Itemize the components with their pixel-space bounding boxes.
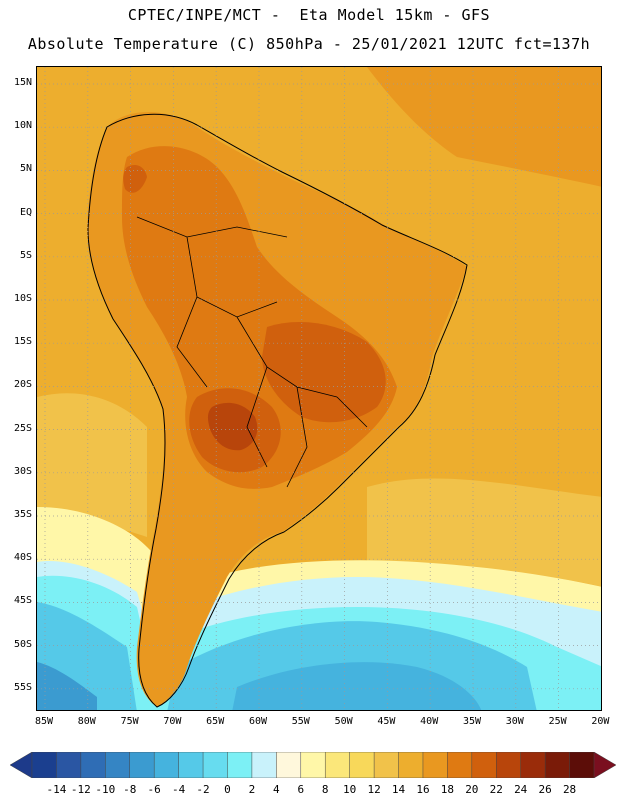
temperature-field [37,67,601,710]
colorbar-tick-label: 18 [440,783,455,796]
colorbar-over-arrow [593,752,616,778]
lon-label: 50W [334,716,353,727]
colorbar-tick-label: 10 [343,783,357,796]
colorbar-cell [251,752,277,778]
colorbar-cell [153,752,180,778]
lat-label: 25S [13,422,32,434]
lon-label: 30W [505,716,524,727]
colorbar-tick-label: 0 [224,783,231,796]
lon-label: 75W [120,716,139,727]
colorbar-tick-label: 22 [489,783,503,796]
lon-label: 20W [591,716,610,727]
lat-label: 10S [13,293,32,304]
colorbar-cell [276,752,302,778]
lat-label: 20S [13,379,32,391]
lon-label: 60W [248,716,268,727]
lat-label: 5N [19,163,32,175]
lat-label: 5S [19,249,32,261]
colorbar-tick-label: -14 [46,783,67,796]
lat-label: 45S [13,595,32,607]
lat-label: 10N [13,120,32,132]
lon-label: 45W [377,716,396,727]
coldest-patch [232,662,482,710]
lat-label: 30S [13,465,32,477]
colorbar-cell [398,752,424,778]
colorbar-tick-label: -10 [95,783,116,796]
lat-label: 50S [13,638,32,650]
colorbar-cell [178,752,204,778]
coastline [87,113,468,708]
lon-label: 35W [462,716,482,727]
lon-label: 40W [420,716,439,727]
colorbar-tick-label: 8 [321,783,329,796]
colorbar-tick-label: 20 [465,783,479,796]
temperature-map [36,66,602,711]
colorbar-tick-label: -6 [147,783,161,796]
colorbar-cell [422,752,448,778]
pacific-mid-band [37,393,147,537]
colorbar [10,752,616,778]
lat-label: 15S [13,336,32,348]
north-atlantic-warm-band [367,67,601,187]
lon-label: 80W [77,716,96,727]
colorbar-cell [227,752,253,778]
lat-label: 40S [13,552,32,564]
colorbar-cell [349,752,375,778]
colorbar-tick-label: -2 [196,783,210,796]
colorbar-tick-label: 6 [297,783,305,796]
central-brazil-very-hot [262,322,386,423]
map-subtitle: Absolute Temperature (C) 850hPa - 25/01/… [27,35,591,53]
lon-label: 25W [548,716,567,727]
colorbar-cell [373,752,400,778]
lat-label: 15N [13,77,32,88]
lon-label: 55W [291,716,310,727]
colorbar-tick-label: 26 [538,783,552,796]
colorbar-cell [56,752,82,778]
far-south-pacific-patch [37,662,97,710]
colorbar-cell [300,752,326,778]
lat-label: 55S [13,681,32,693]
colorbar-cell [324,752,351,778]
colorbar-cell [520,752,546,778]
lat-label: EQ [19,206,32,218]
colorbar-tick-label: -12 [70,783,91,796]
lat-label: 35S [13,509,32,520]
colorbar-tick-label: 2 [248,783,256,796]
colorbar-tick-label: 4 [273,783,280,796]
colorbar-cell [569,752,595,778]
country-borders [136,216,368,488]
colorbar-tick-label: 16 [416,783,430,796]
colombia-hot-spot [123,165,147,193]
colorbar-cell [105,752,131,778]
colorbar-cell [129,752,155,778]
colorbar-cell [202,752,229,778]
colorbar-cell [31,752,57,778]
lon-label: 70W [163,716,182,727]
atlantic-mid-band [367,478,601,587]
colorbar-cell [496,752,522,778]
lon-label: 85W [34,716,54,727]
colorbar-cell [80,752,106,778]
colorbar-cell [447,752,473,778]
map-title: CPTEC/INPE/MCT - Eta Model 15km - GFS [127,6,491,24]
lon-label: 65W [206,716,225,727]
colorbar-tick-label: -8 [123,783,137,796]
chaco-max [207,402,258,451]
colorbar-tick-label: 12 [367,783,381,796]
colorbar-tick-label: 24 [514,783,528,796]
colorbar-tick-label: 14 [391,783,406,796]
colorbar-tick-label: -4 [171,783,186,796]
colorbar-under-arrow [10,752,33,778]
colorbar-cell [471,752,497,778]
colorbar-cell [544,752,571,778]
colorbar-tick-label: 28 [562,783,577,796]
